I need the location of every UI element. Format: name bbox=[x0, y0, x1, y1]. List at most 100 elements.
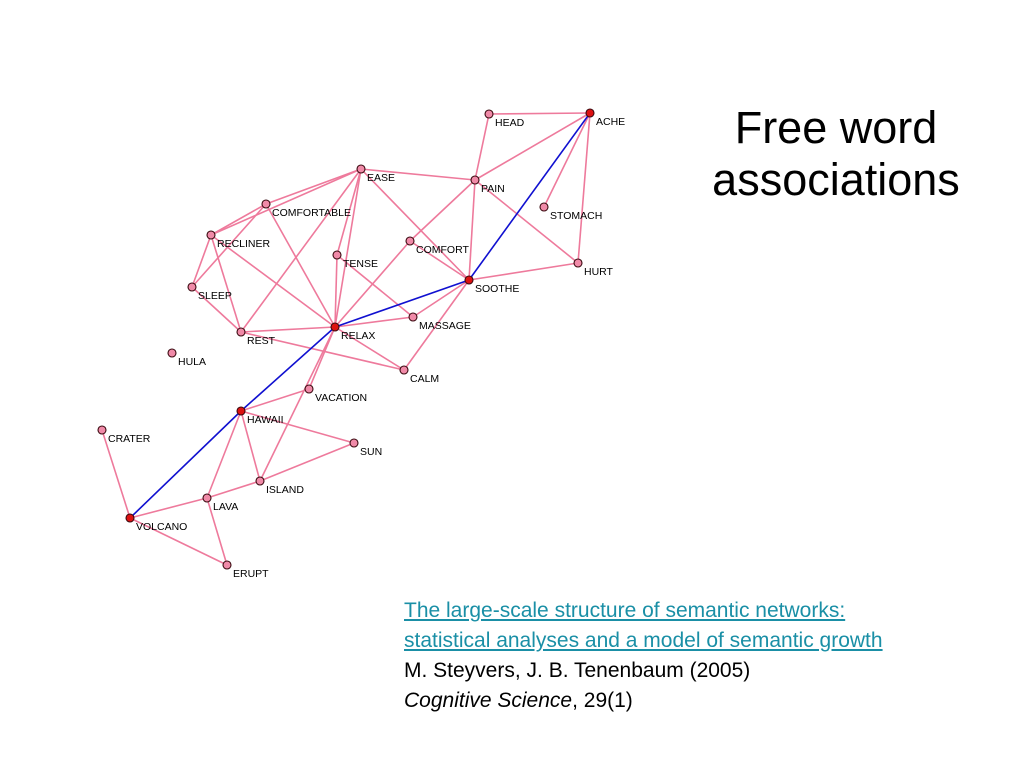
node-sun: SUN bbox=[349, 438, 382, 458]
network-path-edges bbox=[129, 112, 591, 519]
node-marker bbox=[255, 476, 265, 486]
edge-hawaii-lava bbox=[206, 410, 242, 499]
citation-authors: M. Steyvers, J. B. Tenenbaum (2005) bbox=[404, 659, 751, 682]
citation-journal: Cognitive Science bbox=[404, 689, 573, 712]
node-label: EASE bbox=[367, 172, 395, 184]
edge-pain-comfort bbox=[409, 179, 476, 242]
edge-ache-pain bbox=[474, 112, 591, 181]
edge-pain-soothe bbox=[468, 179, 476, 281]
node-marker bbox=[236, 406, 246, 416]
node-marker bbox=[261, 199, 271, 209]
edge-ease-tense bbox=[336, 168, 362, 256]
node-marker bbox=[399, 365, 409, 375]
node-marker bbox=[408, 312, 418, 322]
node-label: ERUPT bbox=[233, 568, 269, 580]
edge-soothe-massage bbox=[412, 279, 470, 318]
node-label: HAWAII bbox=[247, 414, 284, 426]
node-island: ISLAND bbox=[255, 476, 304, 496]
edge-lava-volcano bbox=[129, 497, 208, 519]
node-marker bbox=[573, 258, 583, 268]
edge-volcano-crater bbox=[101, 429, 131, 519]
node-marker bbox=[332, 250, 342, 260]
node-vacation: VACATION bbox=[304, 384, 367, 404]
node-crater: CRATER bbox=[97, 425, 151, 445]
node-label: VACATION bbox=[315, 392, 367, 404]
node-marker bbox=[464, 275, 474, 285]
node-marker bbox=[304, 384, 314, 394]
citation-journal-line: Cognitive Science, 29(1) bbox=[404, 686, 883, 716]
node-marker bbox=[206, 230, 216, 240]
node-label: SLEEP bbox=[198, 290, 232, 302]
node-marker bbox=[236, 327, 246, 337]
citation: The large-scale structure of semantic ne… bbox=[404, 596, 883, 716]
edge-comfortable-sleep bbox=[191, 203, 267, 288]
node-marker bbox=[125, 513, 135, 523]
edge-ease-soothe bbox=[360, 168, 470, 281]
node-volcano: VOLCANO bbox=[125, 513, 187, 533]
path-edge-soothe-relax bbox=[334, 279, 470, 328]
edge-head-ache bbox=[488, 112, 591, 115]
node-marker bbox=[585, 108, 595, 118]
node-label: HEAD bbox=[495, 117, 525, 129]
slide-title: Free word associations bbox=[668, 102, 1004, 206]
edge-lava-erupt bbox=[206, 497, 228, 566]
node-ache: ACHE bbox=[585, 108, 625, 128]
node-label: COMFORTABLE bbox=[272, 207, 351, 219]
node-label: HURT bbox=[584, 266, 614, 278]
node-marker bbox=[167, 348, 177, 358]
node-label: RECLINER bbox=[217, 238, 271, 250]
paper-link-line-2[interactable]: statistical analyses and a model of sema… bbox=[404, 629, 883, 652]
path-edge-relax-hawaii bbox=[240, 326, 336, 412]
edge-soothe-hurt bbox=[468, 262, 579, 281]
node-tense: TENSE bbox=[332, 250, 378, 270]
node-sleep: SLEEP bbox=[187, 282, 232, 302]
node-calm: CALM bbox=[399, 365, 439, 385]
node-ease: EASE bbox=[356, 164, 395, 184]
node-label: LAVA bbox=[213, 501, 238, 513]
node-hawaii: HAWAII bbox=[236, 406, 284, 426]
title-line-1: Free word bbox=[734, 102, 938, 153]
edge-comfortable-relax bbox=[265, 203, 336, 328]
edge-relax-massage bbox=[334, 316, 414, 328]
edge-tense-relax bbox=[334, 254, 338, 328]
path-edge-hawaii-volcano bbox=[129, 410, 242, 519]
network-nodes: HEAD ACHE EASE PAIN COMFORTABLE STOMACH RECLIN… bbox=[97, 108, 625, 580]
edge-head-pain bbox=[474, 113, 490, 181]
node-marker bbox=[349, 438, 359, 448]
edge-comfort-soothe bbox=[409, 240, 470, 281]
node-erupt: ERUPT bbox=[222, 560, 269, 580]
node-stomach: STOMACH bbox=[539, 202, 602, 222]
node-marker bbox=[187, 282, 197, 292]
node-label: MASSAGE bbox=[419, 320, 471, 332]
title-line-2: associations bbox=[712, 154, 960, 205]
edge-comfortable-recliner bbox=[210, 203, 267, 236]
node-label: STOMACH bbox=[550, 210, 602, 222]
node-soothe: SOOTHE bbox=[464, 275, 519, 295]
node-label: CALM bbox=[410, 373, 439, 385]
node-label: PAIN bbox=[481, 183, 505, 195]
edge-relax-calm bbox=[334, 326, 405, 371]
edge-island-lava bbox=[206, 480, 261, 499]
edge-hawaii-sun bbox=[240, 410, 355, 444]
edge-sleep-rest bbox=[191, 286, 242, 333]
path-edge-ache-soothe bbox=[468, 112, 591, 281]
edge-hawaii-island bbox=[240, 410, 261, 482]
edge-vacation-hawaii bbox=[240, 388, 310, 412]
node-label: ACHE bbox=[596, 116, 625, 128]
edge-volcano-erupt bbox=[129, 517, 228, 566]
node-marker bbox=[484, 109, 494, 119]
edge-recliner-relax bbox=[210, 234, 336, 328]
paper-link-line-1[interactable]: The large-scale structure of semantic ne… bbox=[404, 599, 846, 622]
node-hula: HULA bbox=[167, 348, 206, 368]
edge-ache-stomach bbox=[543, 112, 591, 208]
node-marker bbox=[330, 322, 340, 332]
node-marker bbox=[222, 560, 232, 570]
node-label: ISLAND bbox=[266, 484, 304, 496]
edge-ease-pain bbox=[360, 168, 476, 181]
edge-ease-rest bbox=[240, 168, 362, 333]
node-comfortable: COMFORTABLE bbox=[261, 199, 351, 219]
edge-recliner-sleep bbox=[191, 234, 212, 288]
node-label: CRATER bbox=[108, 433, 151, 445]
edge-pain-hurt bbox=[474, 179, 579, 264]
edge-ache-hurt bbox=[577, 112, 591, 264]
